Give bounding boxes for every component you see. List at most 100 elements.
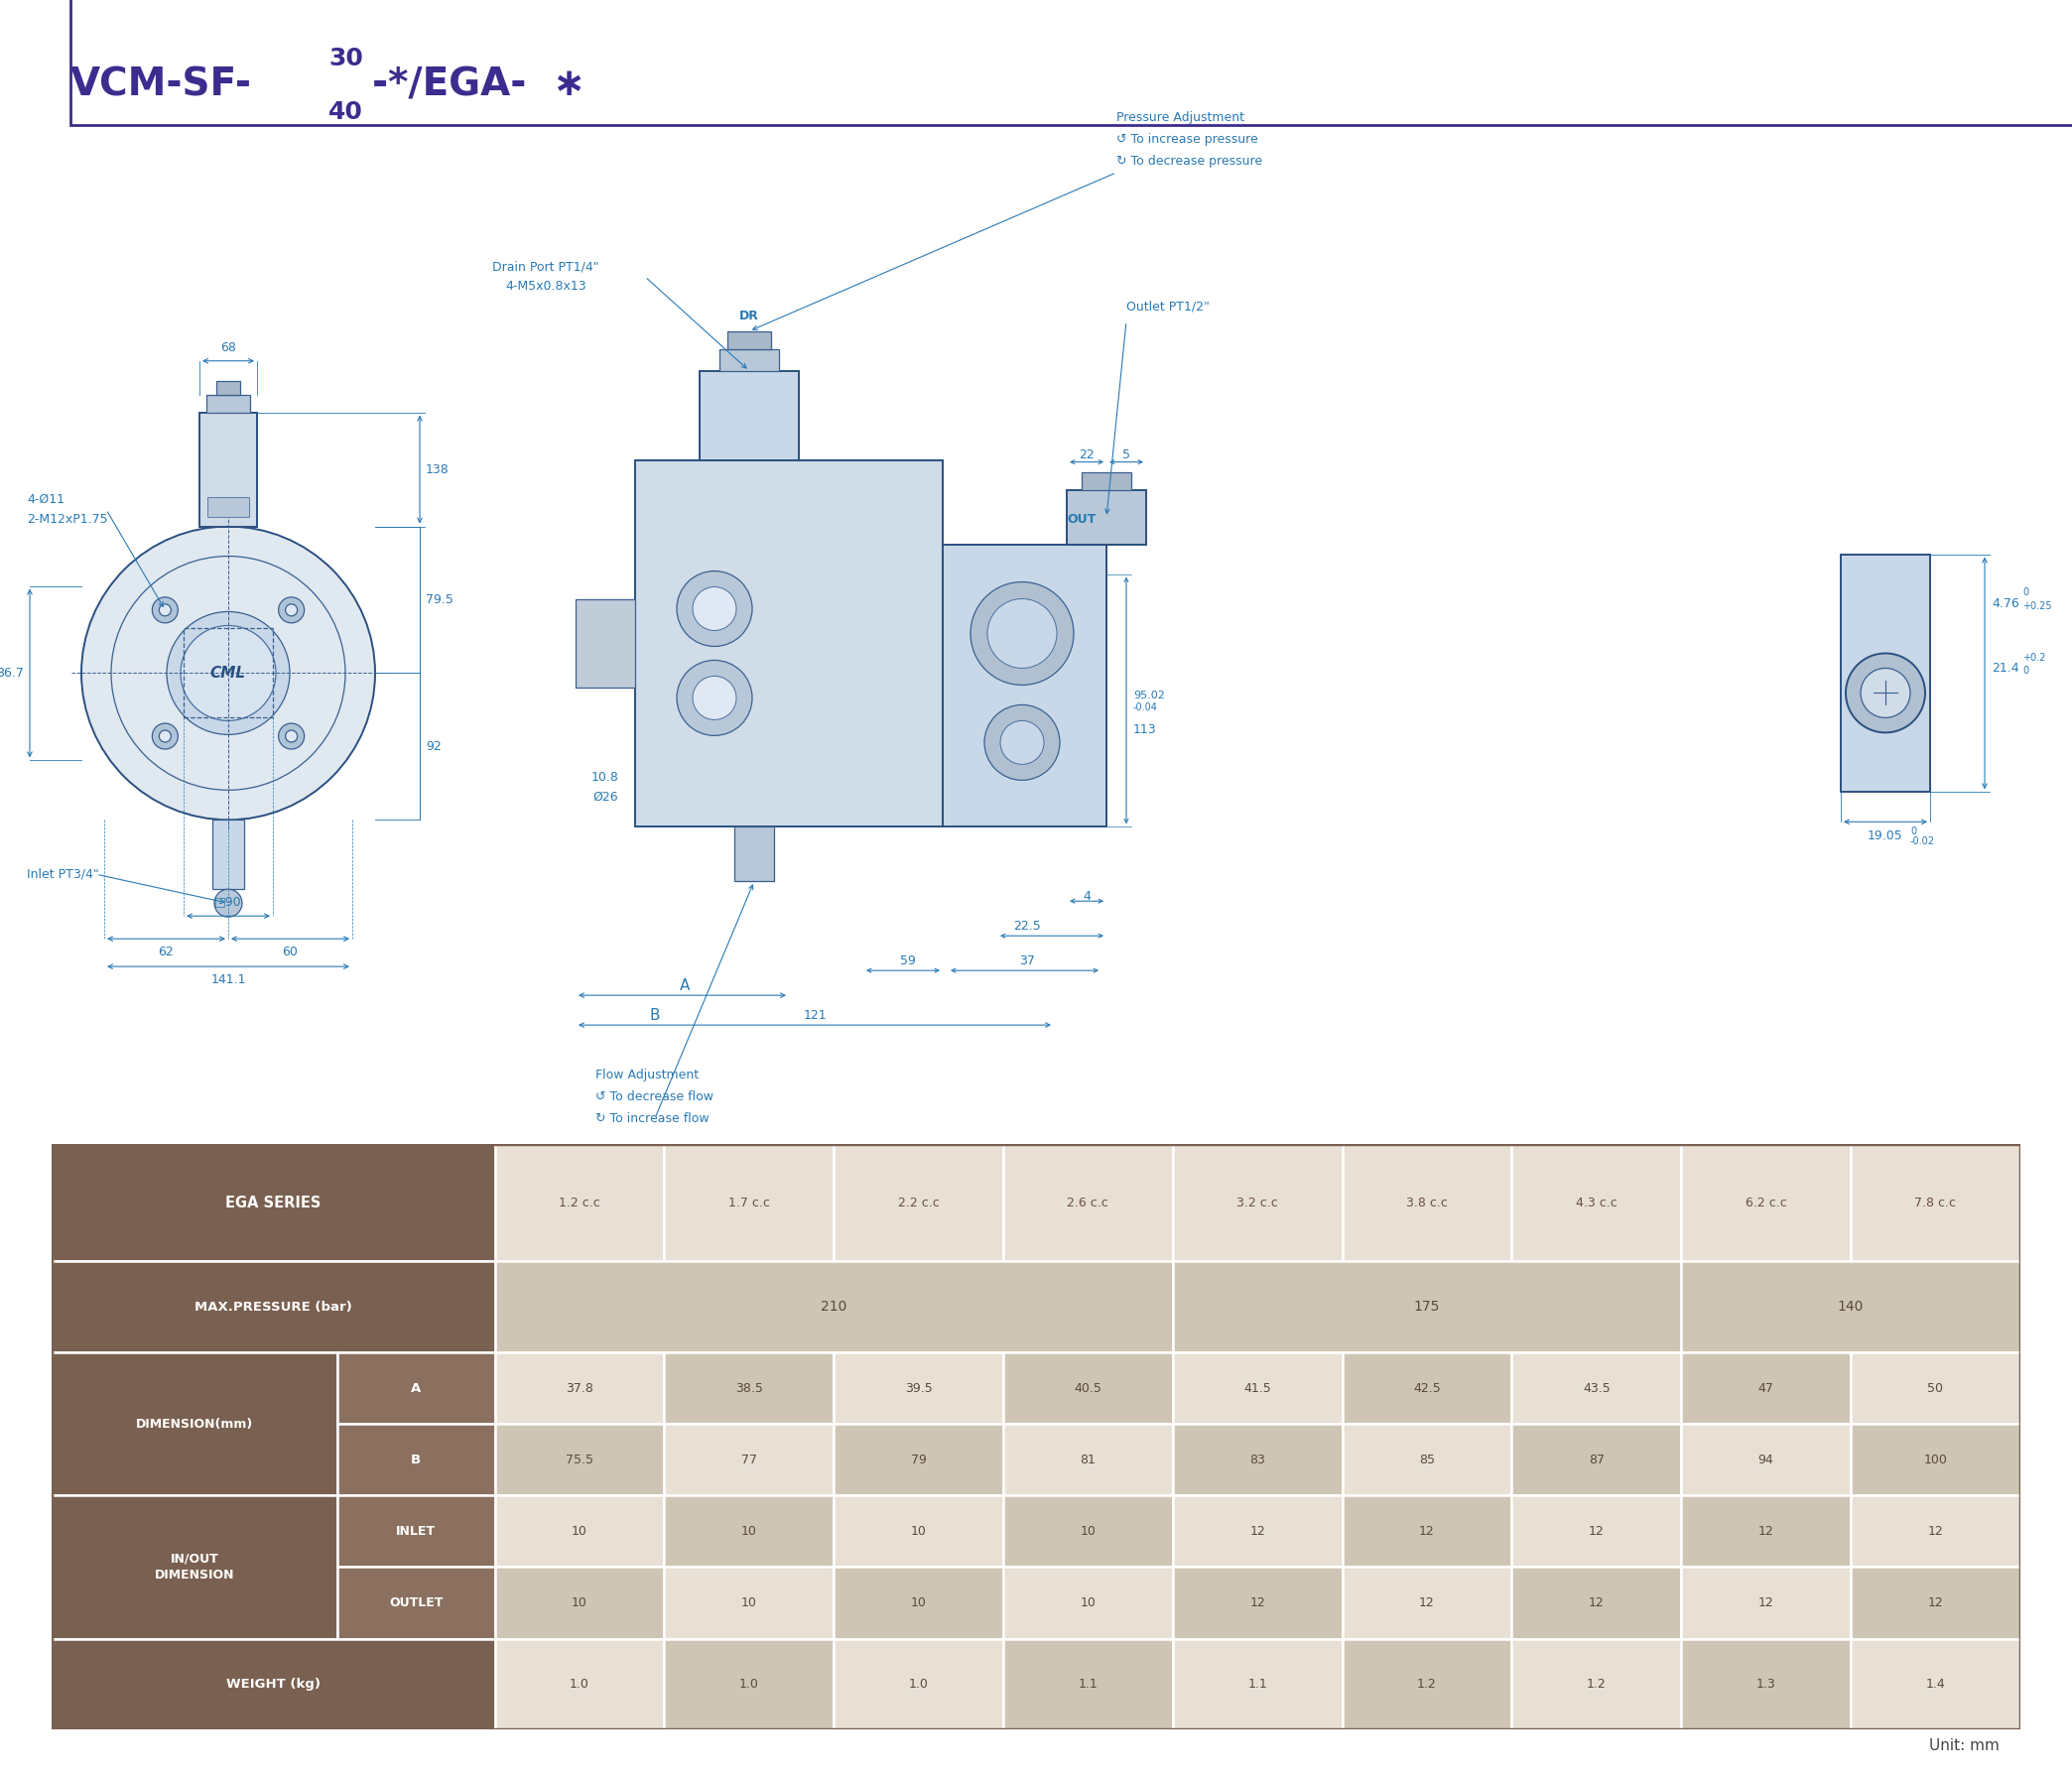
Text: VCM-SF-: VCM-SF- (70, 66, 253, 103)
Text: 10: 10 (572, 1597, 586, 1609)
Text: 2.6 c.c: 2.6 c.c (1067, 1196, 1109, 1210)
Bar (1680, 1261, 2020, 1352)
Text: 138: 138 (425, 463, 450, 475)
Text: 100: 100 (1923, 1453, 1948, 1465)
Text: 3.2 c.c: 3.2 c.c (1237, 1196, 1278, 1210)
Bar (636, 459, 943, 827)
Text: 10: 10 (742, 1597, 756, 1609)
Bar (1003, 1495, 1173, 1566)
Bar (1680, 1639, 1850, 1730)
Bar (833, 1352, 1003, 1425)
Bar (1343, 1566, 1513, 1639)
Text: 19.05: 19.05 (1867, 830, 1904, 843)
Bar (1173, 1639, 1343, 1730)
Circle shape (166, 612, 290, 734)
Circle shape (81, 527, 375, 820)
Text: 12: 12 (1589, 1526, 1604, 1538)
Text: 12: 12 (1759, 1597, 1774, 1609)
Bar (833, 1639, 1003, 1730)
Text: ↺ To decrease flow: ↺ To decrease flow (595, 1089, 713, 1103)
Text: 0: 0 (2022, 587, 2028, 596)
Text: EGA SERIES: EGA SERIES (226, 1196, 321, 1210)
Text: 12: 12 (1249, 1597, 1266, 1609)
Text: 10: 10 (1080, 1526, 1096, 1538)
Bar (1680, 1566, 1850, 1639)
Text: 1.3: 1.3 (1757, 1678, 1776, 1691)
Bar (338, 1352, 495, 1425)
Bar (1513, 1639, 1680, 1730)
Bar (1173, 1144, 1343, 1261)
Bar (1680, 1425, 1850, 1495)
Bar (338, 1566, 495, 1639)
Text: 81: 81 (1080, 1453, 1096, 1465)
Bar (576, 600, 636, 688)
Text: 77: 77 (742, 1453, 756, 1465)
Text: 10: 10 (572, 1526, 586, 1538)
Text: 1.0: 1.0 (740, 1678, 758, 1691)
Bar (1067, 490, 1146, 545)
Circle shape (180, 626, 276, 720)
Text: 42.5: 42.5 (1413, 1382, 1440, 1394)
Bar (1003, 1144, 1173, 1261)
Text: ↻ To increase flow: ↻ To increase flow (595, 1112, 709, 1125)
Bar (665, 1566, 833, 1639)
Text: 38.5: 38.5 (736, 1382, 762, 1394)
Bar (665, 1639, 833, 1730)
Circle shape (678, 571, 752, 646)
Text: 0: 0 (1910, 827, 1917, 837)
Bar (1003, 1639, 1173, 1730)
Text: 59: 59 (899, 954, 916, 967)
Text: Ø26: Ø26 (593, 791, 617, 804)
Text: 141.1: 141.1 (211, 974, 247, 986)
Text: 10.8: 10.8 (591, 770, 620, 784)
Bar (1173, 1566, 1343, 1639)
Text: 12: 12 (1759, 1526, 1774, 1538)
Bar (338, 1495, 495, 1566)
Bar (1173, 1352, 1343, 1425)
Bar (1343, 1495, 1513, 1566)
Text: 4-Ø11: 4-Ø11 (27, 493, 64, 506)
Circle shape (988, 600, 1057, 669)
Text: 2-M12xP1.75: 2-M12xP1.75 (27, 513, 108, 525)
Bar (1173, 1495, 1343, 1566)
Bar (727, 332, 771, 349)
Text: 1.7 c.c: 1.7 c.c (727, 1196, 769, 1210)
Text: 1.4: 1.4 (1925, 1678, 1946, 1691)
Bar (495, 1566, 665, 1639)
Bar (833, 1495, 1003, 1566)
Text: 1.1: 1.1 (1077, 1678, 1098, 1691)
Bar (1003, 1425, 1173, 1495)
Text: 79.5: 79.5 (425, 593, 454, 607)
Text: 3.8 c.c: 3.8 c.c (1407, 1196, 1448, 1210)
Text: 4.76: 4.76 (1991, 598, 2018, 610)
Bar (1003, 1352, 1173, 1425)
Bar (665, 1352, 833, 1425)
Text: 22.5: 22.5 (1013, 919, 1040, 933)
Text: 10: 10 (1080, 1597, 1096, 1609)
Bar (665, 1144, 833, 1261)
Circle shape (151, 598, 178, 623)
Bar (199, 412, 257, 527)
Text: 4-M5x0.8x13: 4-M5x0.8x13 (506, 280, 586, 293)
Text: 85: 85 (1419, 1453, 1436, 1465)
Text: 94: 94 (1759, 1453, 1774, 1465)
Bar (833, 1144, 1003, 1261)
Bar (495, 1425, 665, 1495)
Circle shape (160, 731, 172, 742)
Text: OUT: OUT (1067, 513, 1096, 525)
Text: 1.2 c.c: 1.2 c.c (559, 1196, 601, 1210)
Text: INLET: INLET (396, 1526, 435, 1538)
Bar (1343, 1352, 1513, 1425)
Bar (1850, 1425, 2020, 1495)
Text: 21.4: 21.4 (1991, 662, 2018, 674)
Text: 87: 87 (1589, 1453, 1604, 1465)
Text: 175: 175 (1413, 1300, 1440, 1315)
Circle shape (970, 582, 1073, 685)
Text: DIMENSION(mm): DIMENSION(mm) (137, 1417, 253, 1430)
Circle shape (213, 889, 242, 917)
Text: WEIGHT (kg): WEIGHT (kg) (226, 1678, 321, 1691)
Text: 30: 30 (329, 46, 363, 71)
Bar (215, 381, 240, 394)
Text: 22: 22 (1080, 449, 1094, 461)
Text: 140: 140 (1838, 1300, 1865, 1315)
